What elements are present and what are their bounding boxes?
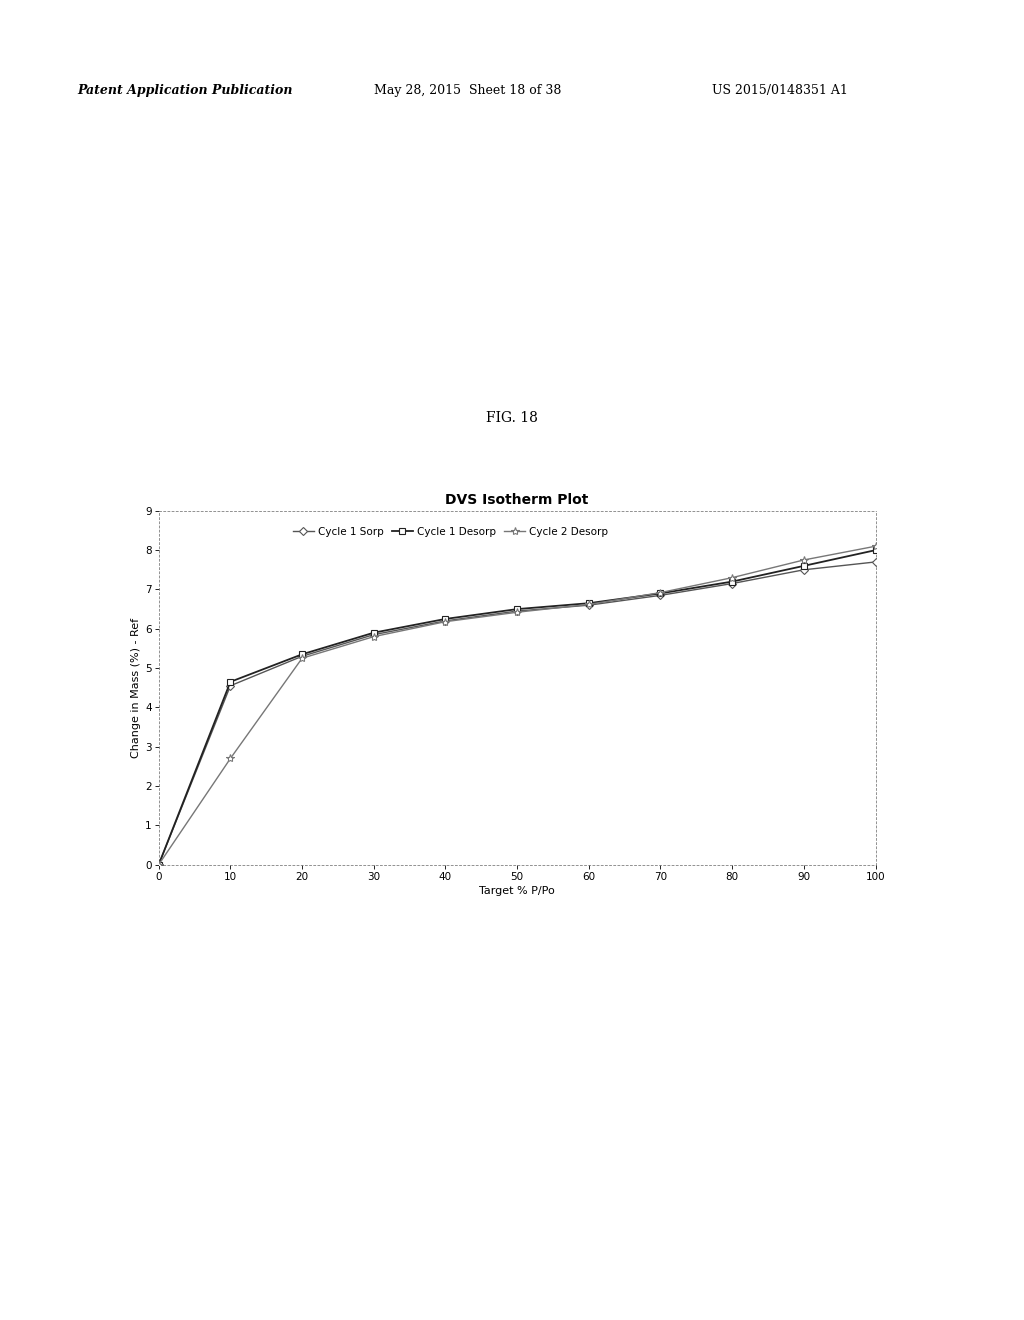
Cycle 1 Sorp <box>153 857 165 873</box>
Cycle 1 Desorp <box>153 857 165 873</box>
Cycle 1 Desorp <box>798 558 810 574</box>
Cycle 2 Desorp <box>869 539 882 554</box>
Cycle 2 Desorp <box>726 570 738 586</box>
Cycle 1 Sorp <box>224 678 237 694</box>
Cycle 2 Desorp <box>511 605 523 620</box>
Cycle 1 Desorp <box>296 647 308 663</box>
Cycle 2 Desorp <box>224 751 237 767</box>
Cycle 1 Desorp <box>511 601 523 616</box>
Cycle 1 Desorp <box>726 574 738 590</box>
Text: May 28, 2015  Sheet 18 of 38: May 28, 2015 Sheet 18 of 38 <box>374 84 561 98</box>
Cycle 2 Desorp <box>368 628 380 644</box>
Cycle 2 Desorp <box>439 614 452 630</box>
Legend: Cycle 1 Sorp, Cycle 1 Desorp, Cycle 2 Desorp: Cycle 1 Sorp, Cycle 1 Desorp, Cycle 2 De… <box>293 527 608 537</box>
Cycle 2 Desorp <box>153 857 165 873</box>
Cycle 1 Desorp <box>224 675 237 690</box>
Line: Cycle 2 Desorp: Cycle 2 Desorp <box>155 543 880 869</box>
Cycle 1 Sorp <box>726 576 738 591</box>
Cycle 1 Sorp <box>368 627 380 643</box>
Cycle 1 Sorp <box>869 554 882 570</box>
Line: Cycle 1 Sorp: Cycle 1 Sorp <box>156 560 879 867</box>
Line: Cycle 1 Desorp: Cycle 1 Desorp <box>156 548 879 867</box>
Cycle 1 Desorp <box>439 611 452 627</box>
Cycle 1 Sorp <box>798 562 810 578</box>
Cycle 2 Desorp <box>296 651 308 667</box>
Cycle 1 Sorp <box>439 612 452 628</box>
Cycle 1 Sorp <box>511 603 523 619</box>
Cycle 2 Desorp <box>583 597 595 612</box>
Text: FIG. 18: FIG. 18 <box>486 411 538 425</box>
Cycle 1 Desorp <box>583 595 595 611</box>
Title: DVS Isotherm Plot: DVS Isotherm Plot <box>445 492 589 507</box>
Cycle 1 Sorp <box>654 587 667 603</box>
Text: Patent Application Publication: Patent Application Publication <box>77 84 292 98</box>
Cycle 1 Desorp <box>368 624 380 640</box>
Y-axis label: Change in Mass (%) - Ref: Change in Mass (%) - Ref <box>131 618 141 758</box>
Cycle 1 Desorp <box>654 586 667 602</box>
Text: US 2015/0148351 A1: US 2015/0148351 A1 <box>712 84 848 98</box>
Cycle 1 Sorp <box>583 597 595 612</box>
Cycle 1 Sorp <box>296 648 308 664</box>
Cycle 1 Desorp <box>869 543 882 558</box>
Cycle 2 Desorp <box>654 585 667 601</box>
Cycle 2 Desorp <box>798 552 810 568</box>
X-axis label: Target % P/Po: Target % P/Po <box>479 886 555 896</box>
